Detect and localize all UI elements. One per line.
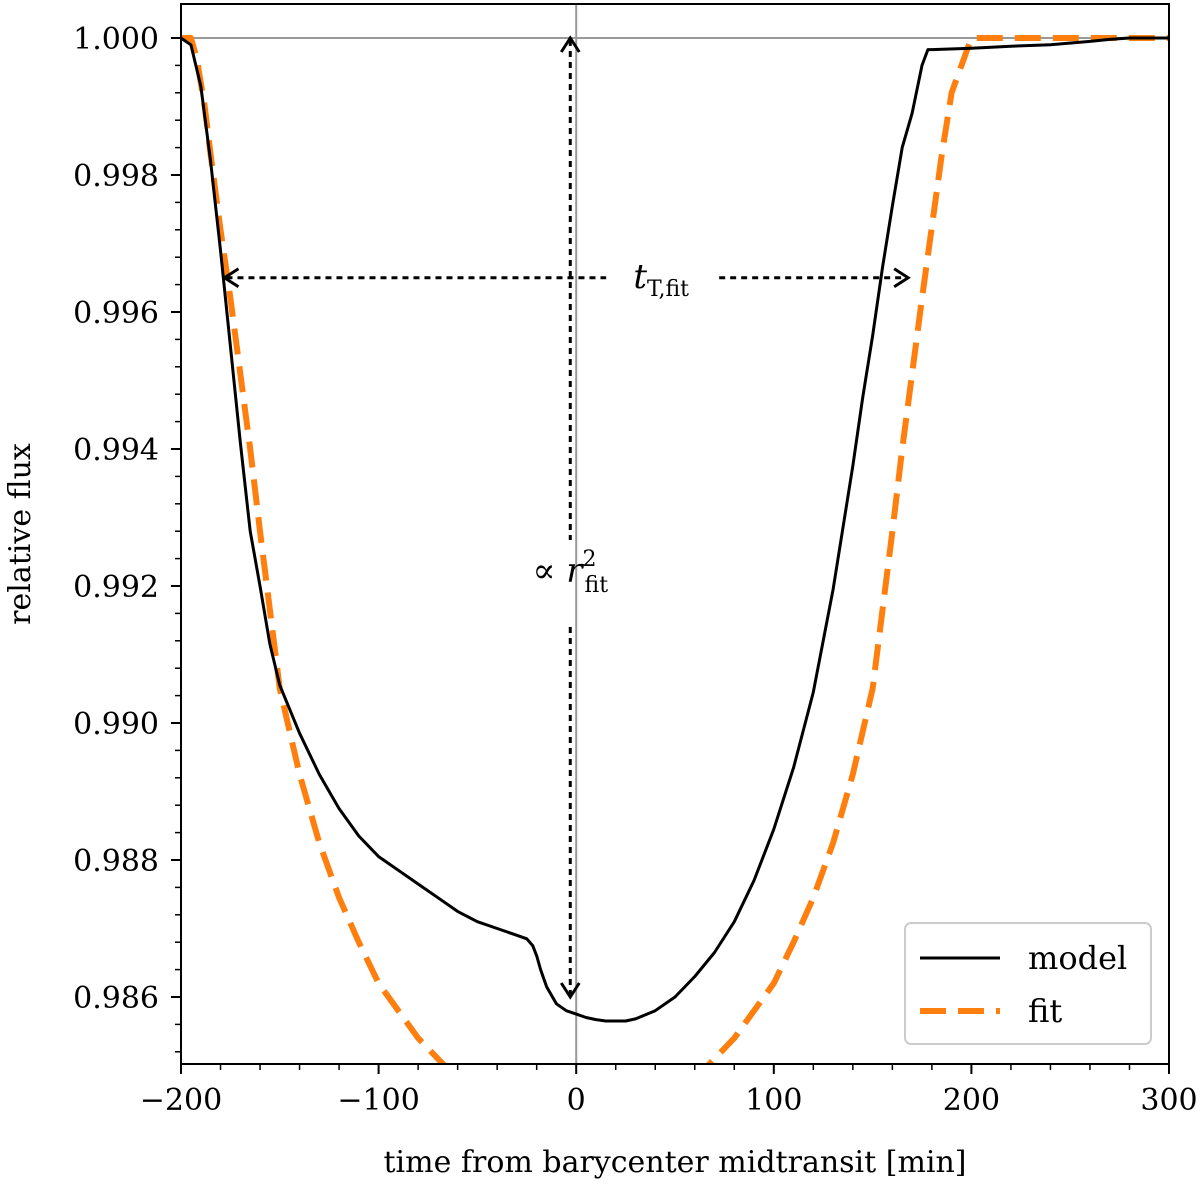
x-tick-label: 200 [943, 1083, 1000, 1118]
depth-arrowhead-top [560, 35, 581, 53]
transit-duration-annotation: tT,fit [221, 257, 911, 302]
y-tick-label: 0.992 [73, 570, 159, 605]
depth-annotation: ∝ r2 fit [532, 35, 608, 1000]
depth-label-sub: fit [585, 573, 609, 598]
y-axis-label: relative flux [3, 443, 38, 625]
x-axis: −200 −100 0 100 200 300 [140, 1064, 1198, 1118]
legend: model fit [904, 922, 1152, 1045]
transit-duration-label: tT,fit [633, 257, 689, 302]
depth-label: ∝ r2 fit [532, 547, 608, 598]
transit-duration-arrowhead-left [221, 267, 240, 289]
y-tick-label: 0.986 [73, 981, 159, 1016]
y-tick-label: 0.998 [73, 159, 159, 194]
series-model-line [181, 36, 1169, 1023]
x-tick-label: 300 [1140, 1083, 1197, 1118]
x-tick-label: −100 [337, 1083, 419, 1118]
x-tick-label: 0 [567, 1083, 586, 1118]
transit-duration-label-sub: T,fit [647, 277, 689, 302]
depth-label-prefix: ∝ r [532, 551, 584, 591]
transit-duration-arrowhead-right [893, 267, 911, 289]
depth-label-sup: 2 [583, 547, 597, 572]
legend-model-label: model [1028, 939, 1127, 977]
series-fit-line [181, 35, 1169, 1064]
y-tick-label: 0.994 [73, 433, 159, 468]
legend-fit-label: fit [1028, 992, 1062, 1030]
y-axis: 0.986 0.988 0.990 0.992 0.994 0.996 0.998 1.000 [73, 22, 181, 1053]
y-tick-label: 0.990 [73, 707, 159, 742]
y-tick-label: 0.988 [73, 844, 159, 879]
y-tick-label: 1.000 [73, 22, 159, 57]
depth-arrowhead-bottom [560, 982, 581, 1000]
y-tick-label: 0.996 [73, 296, 159, 331]
x-tick-label: 100 [745, 1083, 802, 1118]
plot-frame [180, 3, 1170, 1065]
plot-background [181, 4, 1169, 1064]
x-tick-label: −200 [140, 1083, 222, 1118]
transit-duration-label-main: t [633, 257, 647, 297]
x-axis-label: time from barycenter midtransit [min] [383, 1145, 966, 1180]
